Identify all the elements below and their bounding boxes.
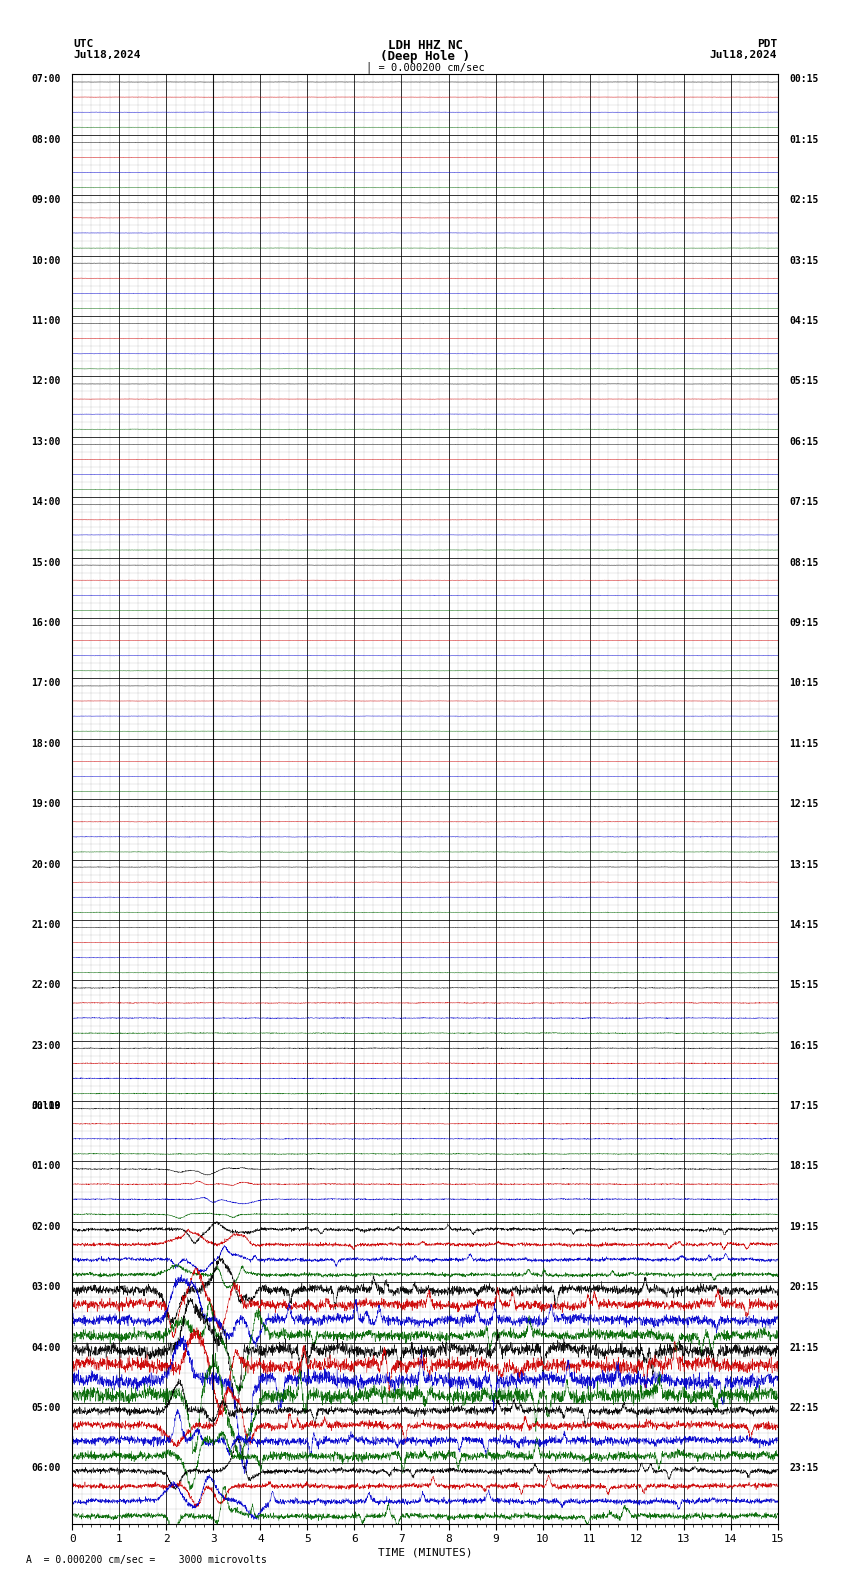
Text: 00:15: 00:15: [790, 74, 819, 84]
Text: 16:15: 16:15: [790, 1041, 819, 1050]
X-axis label: TIME (MINUTES): TIME (MINUTES): [377, 1548, 473, 1557]
Text: 17:15: 17:15: [790, 1101, 819, 1110]
Text: 11:15: 11:15: [790, 738, 819, 749]
Text: 03:15: 03:15: [790, 255, 819, 266]
Text: Jul19: Jul19: [31, 1101, 60, 1110]
Text: 06:15: 06:15: [790, 437, 819, 447]
Text: 13:15: 13:15: [790, 860, 819, 870]
Text: 22:00: 22:00: [31, 980, 60, 990]
Text: 10:15: 10:15: [790, 678, 819, 689]
Text: 20:00: 20:00: [31, 860, 60, 870]
Text: 21:00: 21:00: [31, 920, 60, 930]
Text: 05:00: 05:00: [31, 1403, 60, 1413]
Text: 12:15: 12:15: [790, 798, 819, 809]
Text: 07:15: 07:15: [790, 497, 819, 507]
Text: 11:00: 11:00: [31, 315, 60, 326]
Text: 14:00: 14:00: [31, 497, 60, 507]
Text: 23:00: 23:00: [31, 1041, 60, 1050]
Text: 17:00: 17:00: [31, 678, 60, 689]
Text: 09:15: 09:15: [790, 618, 819, 627]
Text: 02:00: 02:00: [31, 1221, 60, 1232]
Text: 07:00: 07:00: [31, 74, 60, 84]
Text: 18:00: 18:00: [31, 738, 60, 749]
Text: PDT: PDT: [756, 38, 777, 49]
Text: 08:00: 08:00: [31, 135, 60, 144]
Text: 15:15: 15:15: [790, 980, 819, 990]
Text: 05:15: 05:15: [790, 377, 819, 386]
Text: 00:00: 00:00: [31, 1101, 60, 1110]
Text: UTC: UTC: [73, 38, 94, 49]
Text: 19:15: 19:15: [790, 1221, 819, 1232]
Text: Jul18,2024: Jul18,2024: [710, 49, 777, 60]
Text: 16:00: 16:00: [31, 618, 60, 627]
Text: 06:00: 06:00: [31, 1464, 60, 1473]
Text: (Deep Hole ): (Deep Hole ): [380, 49, 470, 63]
Text: 04:00: 04:00: [31, 1343, 60, 1353]
Text: 01:15: 01:15: [790, 135, 819, 144]
Text: 19:00: 19:00: [31, 798, 60, 809]
Text: 09:00: 09:00: [31, 195, 60, 206]
Text: 21:15: 21:15: [790, 1343, 819, 1353]
Text: 15:00: 15:00: [31, 558, 60, 567]
Text: 03:00: 03:00: [31, 1281, 60, 1293]
Text: 02:15: 02:15: [790, 195, 819, 206]
Text: Jul18,2024: Jul18,2024: [73, 49, 140, 60]
Text: 01:00: 01:00: [31, 1161, 60, 1172]
Text: 22:15: 22:15: [790, 1403, 819, 1413]
Text: 23:15: 23:15: [790, 1464, 819, 1473]
Text: 04:15: 04:15: [790, 315, 819, 326]
Text: 08:15: 08:15: [790, 558, 819, 567]
Text: 12:00: 12:00: [31, 377, 60, 386]
Text: LDH HHZ NC: LDH HHZ NC: [388, 38, 462, 52]
Text: 20:15: 20:15: [790, 1281, 819, 1293]
Text: 10:00: 10:00: [31, 255, 60, 266]
Text: │ = 0.000200 cm/sec: │ = 0.000200 cm/sec: [366, 60, 484, 73]
Text: 18:15: 18:15: [790, 1161, 819, 1172]
Text: A  = 0.000200 cm/sec =    3000 microvolts: A = 0.000200 cm/sec = 3000 microvolts: [26, 1555, 266, 1565]
Text: 13:00: 13:00: [31, 437, 60, 447]
Text: 14:15: 14:15: [790, 920, 819, 930]
